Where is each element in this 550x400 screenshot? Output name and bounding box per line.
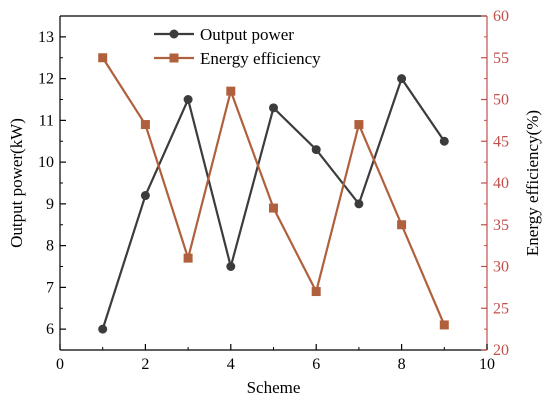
right-tick-label: 25 — [493, 300, 509, 317]
series-2-point — [354, 120, 364, 130]
series-1-point — [226, 262, 236, 271]
left-y-axis: 6 7 8 9 10 11 12 13 — [38, 29, 66, 338]
right-tick-label: 55 — [493, 50, 509, 67]
series-layer — [98, 53, 449, 334]
series-1-point — [354, 199, 364, 209]
x-tick-label: 10 — [479, 356, 495, 373]
right-tick-label: 60 — [493, 8, 509, 25]
series-2-point — [140, 120, 150, 130]
series-1-point — [140, 191, 150, 201]
left-tick-label: 12 — [38, 71, 54, 88]
x-tick-label: 6 — [312, 356, 320, 373]
left-tick-label: 11 — [39, 112, 54, 129]
legend-label-1: Output power — [200, 25, 294, 44]
series-line-2 — [101, 57, 446, 326]
x-axis-title: Scheme — [247, 378, 301, 397]
left-y-axis-title: Output power(kW) — [7, 118, 26, 248]
series-1-point — [269, 103, 278, 113]
right-tick-label: 50 — [493, 92, 509, 109]
series-2-point — [98, 53, 108, 63]
right-y-axis: 20 25 30 35 40 45 50 55 60 — [481, 8, 509, 359]
x-tick-label: 4 — [227, 356, 235, 373]
legend-marker-1 — [169, 29, 179, 39]
series-1-point — [439, 136, 449, 146]
x-axis: 0 2 4 6 8 10 — [56, 344, 495, 373]
x-tick-label: 2 — [141, 356, 149, 373]
right-tick-label: 40 — [493, 175, 509, 192]
right-y-axis-title: Energy efficiency(%) — [523, 110, 542, 256]
series-1-point — [98, 324, 108, 334]
left-tick-label: 7 — [46, 279, 54, 296]
right-tick-label: 20 — [493, 342, 509, 359]
left-tick-label: 8 — [46, 238, 54, 255]
legend: Output power Energy efficiency — [154, 25, 321, 68]
right-tick-label: 35 — [493, 217, 509, 234]
left-tick-label: 13 — [38, 29, 54, 46]
x-tick-label: 0 — [56, 356, 64, 373]
right-tick-label: 30 — [493, 259, 509, 276]
x-tick-label: 8 — [398, 356, 406, 373]
left-tick-label: 9 — [46, 196, 54, 213]
right-tick-label: 45 — [493, 133, 509, 150]
left-tick-label: 6 — [46, 321, 54, 338]
series-2-point — [439, 320, 449, 330]
series-1-point — [397, 74, 407, 84]
series-2-point — [226, 86, 236, 96]
series-2-point — [183, 253, 193, 263]
series-1-point — [183, 95, 193, 104]
series-2-point — [311, 287, 321, 297]
left-tick-label: 10 — [38, 154, 54, 171]
series-2-point — [397, 220, 407, 230]
legend-marker-2 — [169, 53, 179, 63]
legend-label-2: Energy efficiency — [200, 49, 321, 68]
series-2-point — [269, 203, 278, 213]
series-1-point — [311, 145, 321, 155]
